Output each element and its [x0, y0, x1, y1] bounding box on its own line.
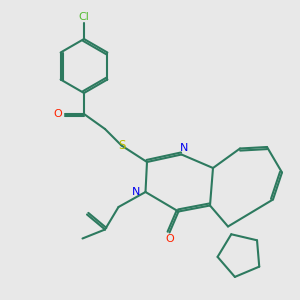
Text: N: N	[179, 143, 188, 153]
Text: O: O	[53, 109, 62, 119]
Text: N: N	[132, 187, 141, 197]
Text: S: S	[118, 139, 125, 152]
Text: O: O	[165, 234, 174, 244]
Text: Cl: Cl	[79, 12, 89, 22]
